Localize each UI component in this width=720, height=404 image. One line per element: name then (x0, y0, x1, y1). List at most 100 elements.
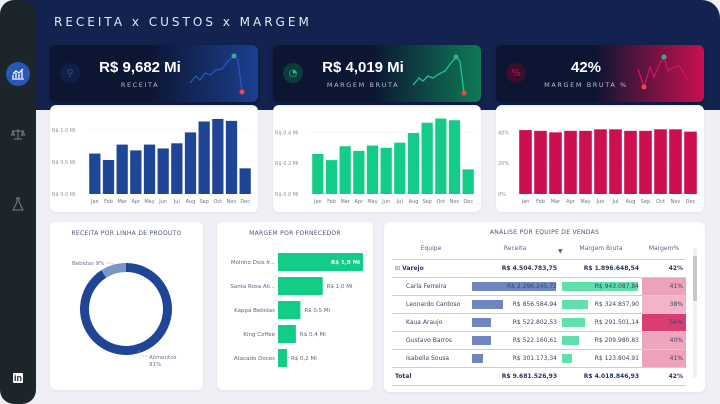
receita-databar (472, 299, 504, 309)
x-tick-label: Apr (355, 199, 365, 205)
bar-may (366, 145, 379, 194)
x-tick-label: May (144, 199, 154, 205)
linkedin-icon[interactable]: in (13, 373, 23, 383)
receita-databar (472, 281, 556, 291)
data-label: R$ 0,2 Mi (291, 356, 317, 362)
bar-dec (239, 168, 251, 194)
group-row-varejo[interactable]: ⊟ Varejo R$ 4.504.783,75 R$ 1.896.648,54… (392, 259, 686, 278)
slice-label-bebidas: Bebidas 9% (72, 261, 104, 267)
bar-supplier (278, 301, 301, 319)
x-tick-label: Oct (214, 199, 223, 205)
x-tick-label: Jul (611, 199, 618, 205)
receita-cell: R$ 856.584,94 (470, 295, 560, 314)
x-tick-label: Mar (117, 199, 127, 205)
x-tick-label: Feb (104, 199, 113, 205)
receita-cell: R$ 522.802,53 (470, 313, 560, 332)
margem-pct-cell: 40% (642, 331, 686, 350)
bar-jul (171, 143, 183, 194)
pie-chart-icon: ◔ (283, 63, 303, 83)
x-tick-label: Sep (422, 199, 431, 205)
bar-jan (312, 153, 324, 194)
y-tick-label: R$ 0.0 Mi (275, 192, 299, 198)
chart-title: RECEITA POR LINHA DE PRODUTO (71, 230, 182, 237)
x-tick-label: Jul (396, 199, 403, 205)
x-tick-label: Aug (186, 199, 196, 205)
margem-pct-cell: 41% (642, 277, 686, 296)
sort-desc-icon[interactable]: ▼ (558, 248, 563, 255)
flask-icon[interactable] (6, 192, 30, 216)
table-row[interactable]: Kaua Araujo R$ 522.802,53 R$ 291.501,14 … (392, 313, 686, 332)
bar-apr (353, 150, 365, 194)
x-tick-label: Mar (340, 199, 350, 205)
table-row[interactable]: Isabella Sousa R$ 301.173,34 R$ 123.804,… (392, 349, 686, 368)
bar-mar (339, 146, 351, 194)
supplier-label: Moinho Dois Ir... (231, 260, 275, 266)
bar-sep (639, 130, 652, 194)
kpi-margem-pct: % 42% MARGEM BRUTA % (496, 45, 704, 102)
bar-jul (609, 129, 622, 194)
table-row[interactable]: Gustavo Barros R$ 522.160,61 R$ 209.980,… (392, 331, 686, 350)
x-tick-label: Jan (90, 199, 99, 205)
x-tick-label: Dec (686, 199, 696, 205)
supplier-label: Santa Rosa Ali... (230, 284, 275, 290)
sales-team-table-card: ANÁLISE POR EQUIPE DE VENDAS Equipe Rece… (384, 222, 705, 392)
bar-jul (394, 142, 406, 194)
chart-title: MARGEM POR FORNECEDOR (249, 230, 341, 237)
data-label: R$ 1,9 Mi (331, 260, 360, 266)
bar-dec (462, 169, 474, 194)
team-member-name: Kaua Araujo (392, 313, 470, 332)
supplier-label: Atacado Doces (234, 356, 275, 362)
header-margem-pct[interactable]: Margem% (642, 239, 686, 260)
chart-growth-icon[interactable] (6, 62, 30, 86)
x-tick-label: Jan (521, 199, 530, 205)
table-scrollbar[interactable] (693, 248, 697, 378)
y-tick-label: R$ 0.0 Mi (52, 192, 76, 198)
bar-supplier (278, 277, 323, 295)
bar-feb (534, 130, 547, 194)
team-member-name: Gustavo Barros (392, 331, 470, 350)
x-tick-label: Jul (173, 199, 180, 205)
x-tick-label: May (367, 199, 377, 205)
bar-oct (212, 118, 224, 194)
bar-supplier (278, 349, 287, 367)
x-tick-label: Feb (327, 199, 336, 205)
bar-apr (130, 150, 142, 194)
bar-supplier (278, 325, 296, 343)
y-tick-label: 20% (498, 161, 509, 167)
margem-databar (562, 353, 572, 363)
table-row[interactable]: Leonardo Cardoso R$ 856.584,94 R$ 324.85… (392, 295, 686, 314)
bar-nov (669, 129, 682, 194)
bar-supplier (278, 253, 363, 271)
bar-aug (184, 132, 197, 194)
header-receita[interactable]: Receita (470, 239, 560, 260)
bar-sep (198, 121, 210, 194)
margem-monthly-chart: R$ 0.0 Mi R$ 0.2 Mi R$ 0.4 Mi Jan Feb Mar Apr M… (273, 105, 481, 212)
x-tick-label: Oct (437, 199, 446, 205)
data-label: R$ 0,4 Mi (300, 332, 326, 338)
x-tick-label: Dec (463, 199, 473, 205)
margem-pct-monthly-chart: 0% 20% 40% Jan Feb Mar Apr May Jun Jul Aug Sep Oct No… (496, 105, 704, 212)
margem-cell: R$ 291.501,14 (560, 313, 642, 332)
kpi-receita: ⚲ R$ 9,682 Mi RECEITA (50, 45, 258, 102)
bar-jan (519, 130, 532, 194)
collapse-icon[interactable]: ⊟ (395, 264, 401, 272)
y-tick-label: R$ 0.4 Mi (275, 130, 299, 136)
product-line-donut-card: RECEITA POR LINHA DE PRODUTO Bebidas 9% A… (50, 222, 203, 390)
kpi-value: R$ 4,019 Mi (322, 59, 404, 76)
bar-jun (380, 147, 392, 194)
header-margem-bruta[interactable]: ▼ Margem Bruta (558, 239, 642, 260)
team-member-name: Leonardo Cardoso (392, 295, 470, 314)
donut-slice-bebidas (101, 263, 126, 278)
x-tick-label: Aug (626, 199, 636, 205)
table-row[interactable]: Carla Ferreira R$ 2.296.245,72 R$ 943.08… (392, 277, 686, 296)
receita-databar (472, 353, 484, 363)
y-tick-label: R$ 0.2 Mi (275, 161, 299, 167)
margem-databar (562, 299, 589, 309)
header-equipe[interactable]: Equipe (392, 239, 470, 260)
bar-jun (157, 148, 169, 194)
percent-icon: % (506, 63, 526, 83)
scale-balance-icon[interactable] (6, 122, 30, 146)
sidebar: in (0, 0, 36, 404)
margem-databar (562, 317, 586, 327)
supplier-margin-card: MARGEM POR FORNECEDOR Moinho Dois Ir... R… (217, 222, 373, 390)
